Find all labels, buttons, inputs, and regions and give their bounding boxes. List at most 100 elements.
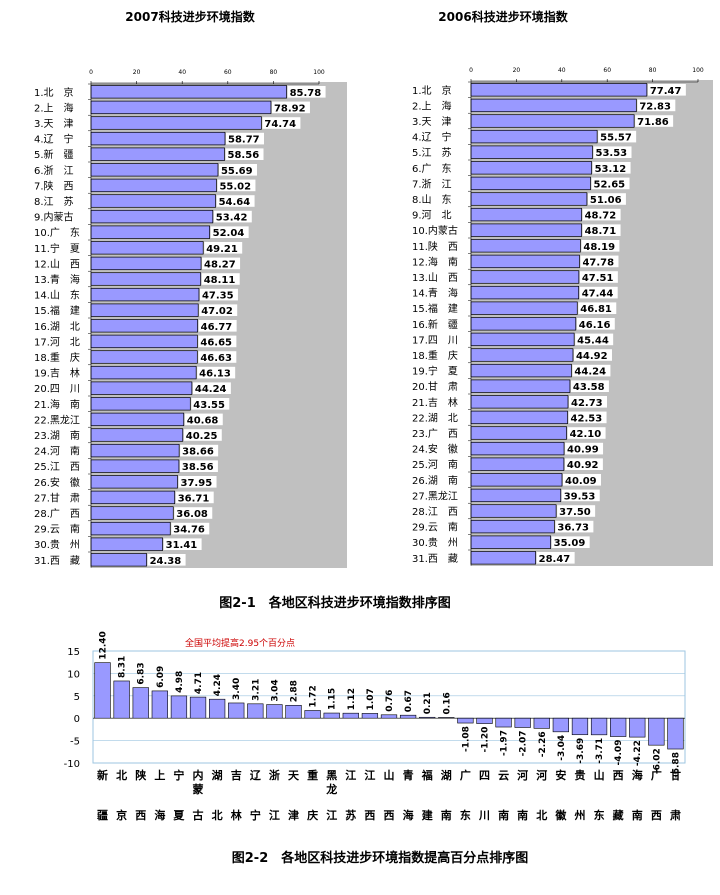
- category-label: 海: [154, 808, 165, 822]
- category-label: 25.江 西: [34, 461, 80, 473]
- data-label: 47.51: [582, 273, 614, 284]
- category-label: 21.海 南: [34, 398, 80, 411]
- x-tick-label: 40: [178, 69, 186, 76]
- category-label: 州: [573, 809, 585, 822]
- bar: [399, 714, 417, 719]
- bar: [470, 301, 578, 315]
- data-label: 36.71: [178, 493, 210, 504]
- category-label: 12.海 南: [412, 255, 458, 268]
- bar: [94, 662, 111, 719]
- bar: [610, 717, 627, 737]
- bar: [470, 254, 580, 269]
- data-label: 44.24: [574, 367, 606, 378]
- data-label-background: [570, 380, 609, 392]
- category-label: 14.青 海: [412, 287, 458, 300]
- category-label: 29.云 南: [412, 521, 458, 534]
- data-label-background: [225, 132, 264, 145]
- category-label: 11.陕 西: [412, 240, 458, 253]
- category-label: 5.江 苏: [412, 146, 452, 159]
- x-tick-label: 100: [313, 69, 325, 76]
- data-label-background: [598, 130, 637, 143]
- data-label: 0.76: [385, 690, 395, 712]
- bar: [90, 100, 272, 115]
- category-label: 南: [632, 808, 643, 822]
- category-label: 黑: [326, 769, 337, 782]
- data-label-background: [262, 117, 301, 129]
- data-label: 37.95: [181, 478, 213, 489]
- data-label: 34.76: [173, 525, 205, 536]
- category-label: 16.湖 北: [34, 321, 80, 333]
- data-label: 1.07: [366, 688, 376, 710]
- category-label: 26.安 徽: [34, 476, 80, 489]
- category-label: 20.四 川: [34, 384, 80, 395]
- bar: [470, 519, 555, 534]
- chart-2007: 2007科技进步环境指数 0 20 40 60 80 100 85.78 1.北 京 78.92…: [34, 9, 347, 568]
- data-label-background: [184, 413, 223, 426]
- data-label-background: [592, 162, 631, 174]
- category-label: 贵: [574, 768, 585, 782]
- bar: [438, 717, 455, 719]
- category-label: 13.青 海: [34, 273, 80, 286]
- data-label: 6.09: [156, 666, 166, 688]
- bar: [629, 717, 646, 738]
- bar: [648, 717, 665, 746]
- category-label: 建: [422, 808, 434, 822]
- category-label: 天: [288, 769, 300, 782]
- bar: [470, 488, 562, 503]
- bar: [470, 363, 572, 378]
- category-label: 16.新 疆: [412, 318, 458, 331]
- data-label-background: [564, 458, 603, 470]
- data-label: 8.31: [118, 656, 128, 678]
- bar: [90, 506, 174, 520]
- bar: [470, 504, 557, 518]
- category-label: 26.湖 南: [412, 474, 458, 487]
- y-tick-label: 15: [67, 647, 80, 658]
- category-label: 辽: [250, 769, 262, 782]
- data-label: 31.41: [166, 540, 198, 551]
- bar: [457, 717, 474, 724]
- bar: [90, 381, 193, 395]
- data-label-background: [202, 257, 241, 270]
- x-tick-label: 100: [692, 67, 704, 74]
- bar: [470, 551, 536, 565]
- category-label: 30.贵 州: [34, 538, 80, 551]
- category-label: 11.宁 夏: [34, 242, 80, 255]
- data-label-background: [199, 288, 238, 301]
- data-label-background: [647, 84, 686, 96]
- bar: [470, 395, 569, 409]
- bar: [470, 129, 598, 144]
- data-label: 44.92: [576, 351, 608, 362]
- data-label: 48.71: [585, 226, 617, 237]
- data-label-background: [576, 318, 615, 330]
- data-label-background: [171, 522, 210, 535]
- data-label-background: [175, 491, 214, 504]
- bar: [470, 239, 581, 253]
- bar: [90, 303, 199, 317]
- bar: [470, 317, 577, 331]
- data-label: 28.47: [539, 554, 571, 565]
- data-label-background: [581, 240, 620, 252]
- bar: [470, 223, 582, 237]
- category-label: 海: [632, 768, 643, 782]
- data-label: 42.73: [571, 398, 603, 409]
- category-label: 22.湖 北: [412, 412, 458, 424]
- data-label: 53.12: [595, 164, 627, 175]
- data-label: 0.16: [442, 692, 452, 714]
- data-label-background: [561, 489, 600, 502]
- category-label: 19.吉 林: [34, 367, 80, 380]
- category-label: 24.安 徽: [412, 443, 458, 456]
- bar: [90, 241, 204, 255]
- bar: [361, 713, 379, 719]
- data-label: 55.02: [219, 181, 251, 192]
- category-label: 北: [536, 808, 547, 822]
- category-label: 9.内蒙古: [34, 211, 74, 224]
- bar: [90, 350, 198, 364]
- category-label: 15.福 建: [412, 302, 458, 315]
- x-tick-label: 0: [469, 67, 473, 74]
- bar: [247, 703, 264, 719]
- bar: [90, 163, 219, 177]
- category-label: 7.陕 西: [34, 179, 74, 192]
- category-label: 京: [116, 808, 127, 822]
- data-label: 52.04: [213, 228, 245, 239]
- bar: [90, 334, 198, 349]
